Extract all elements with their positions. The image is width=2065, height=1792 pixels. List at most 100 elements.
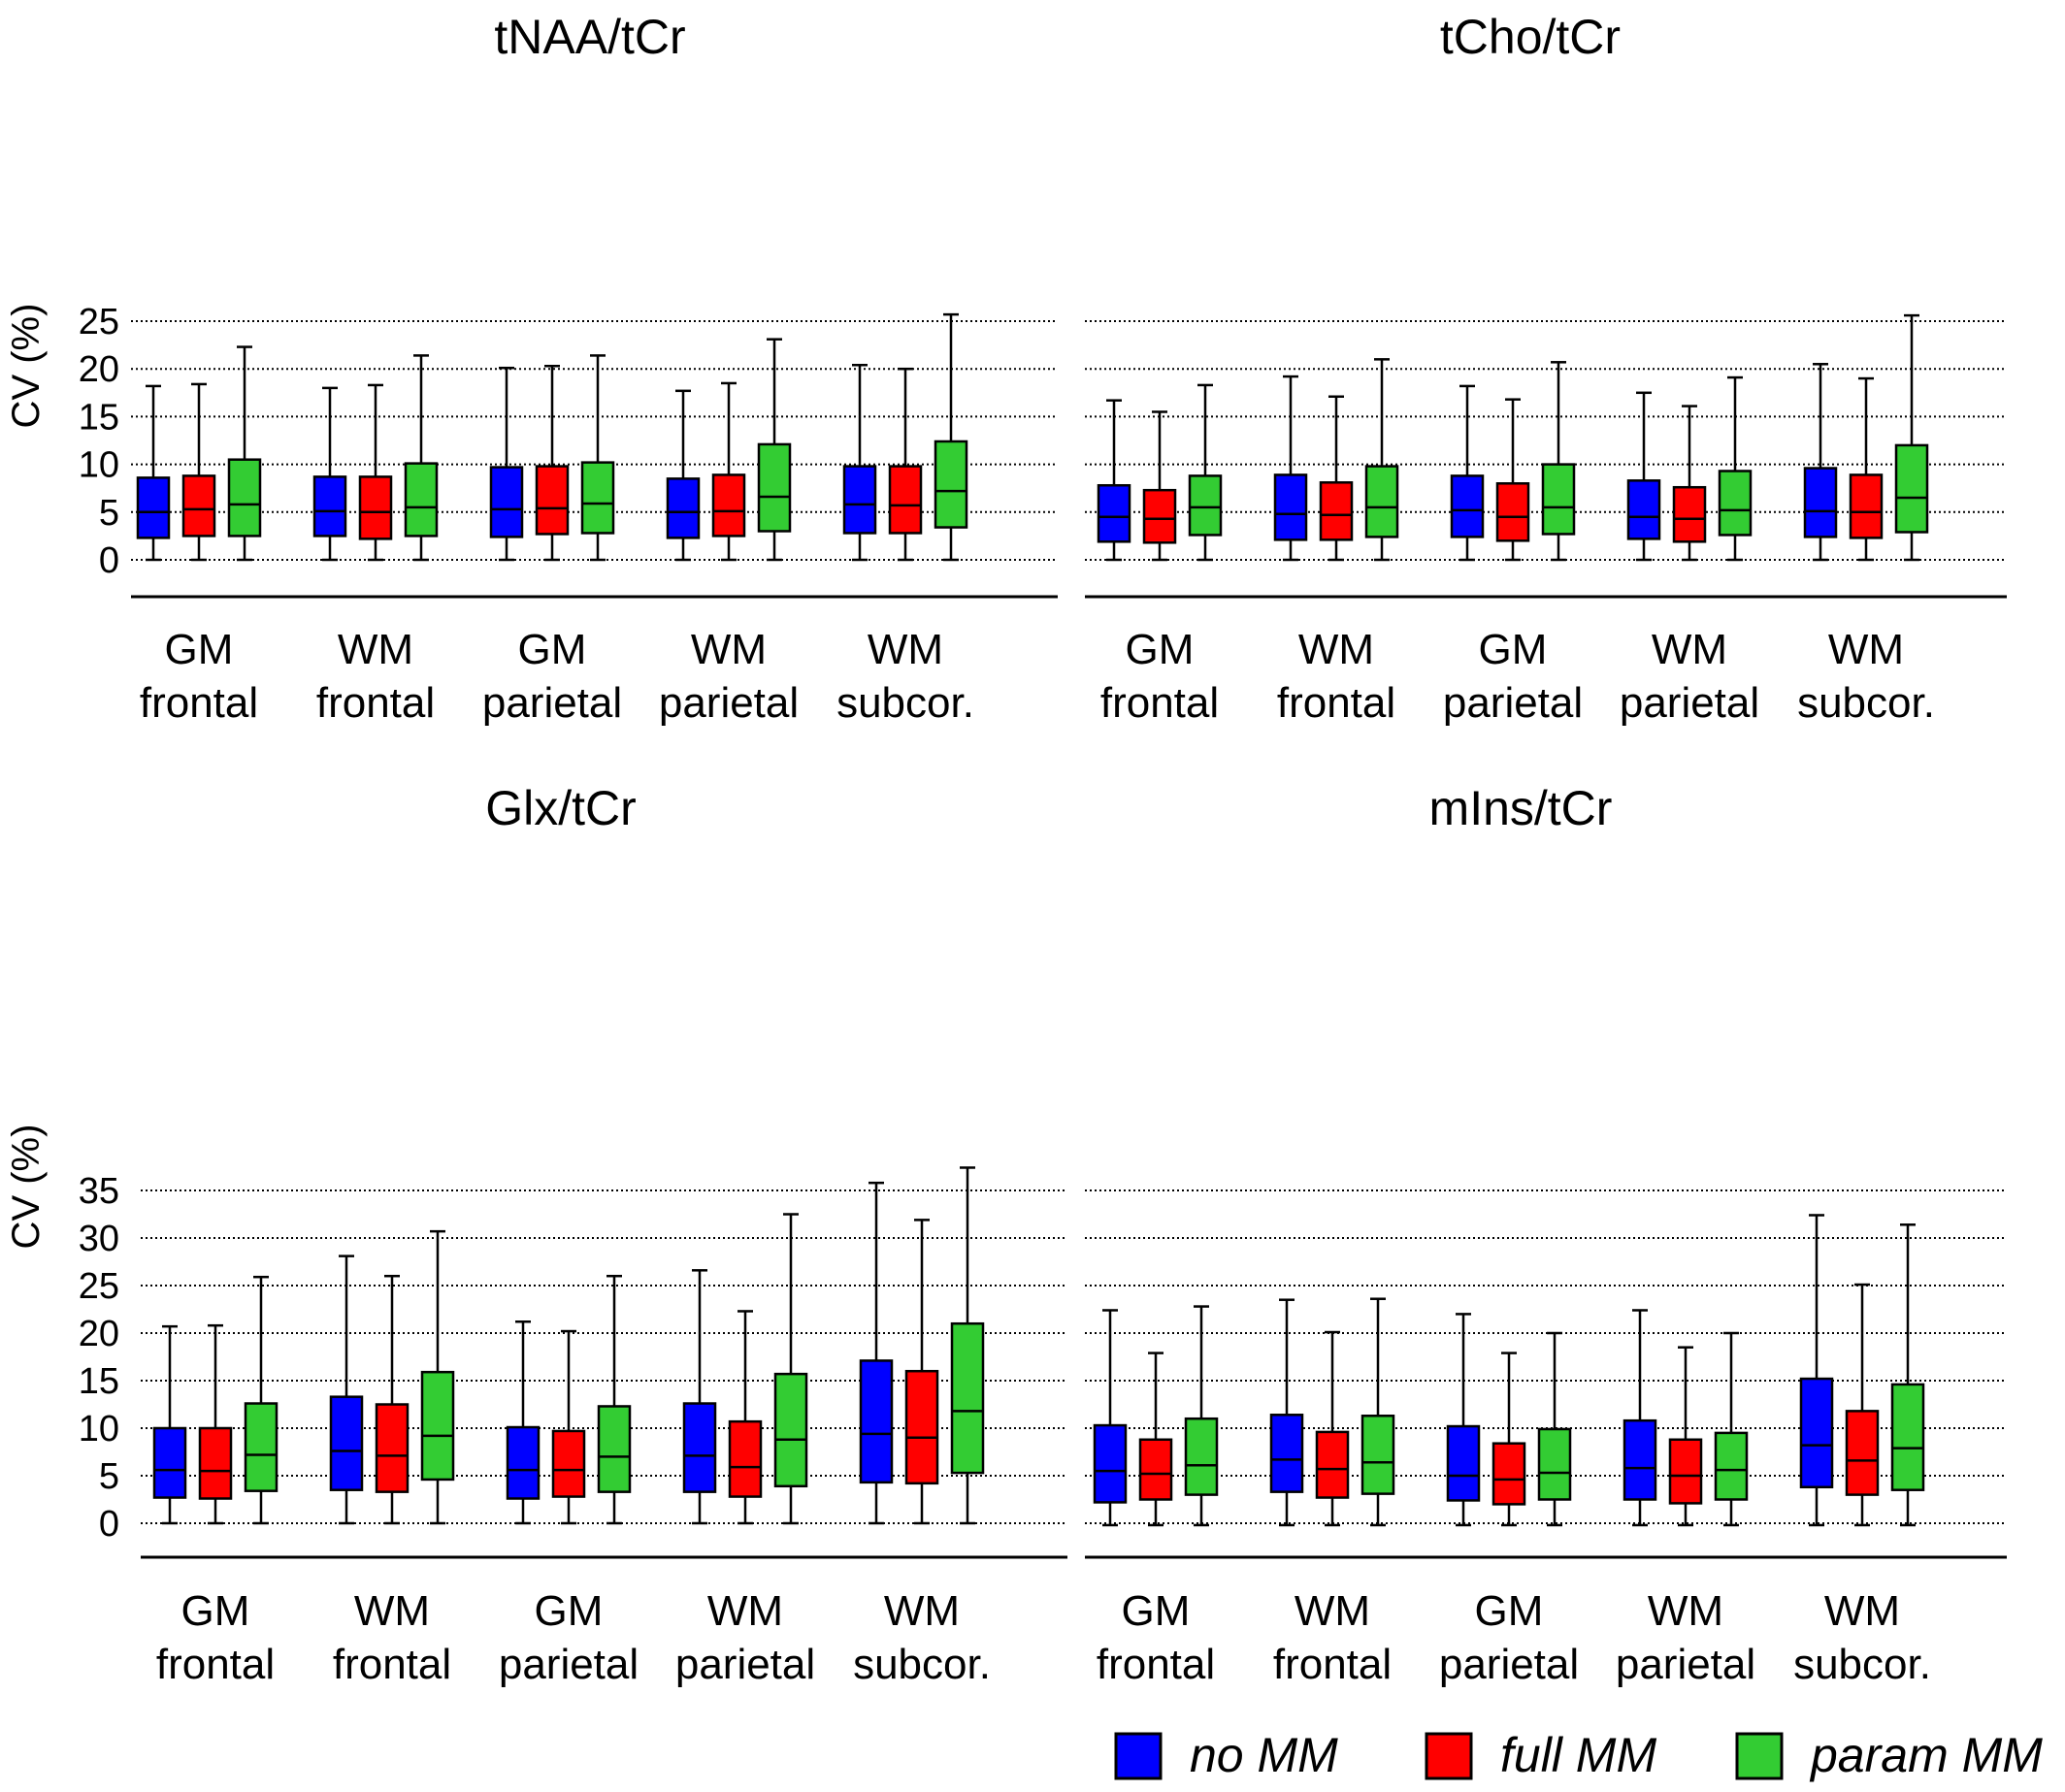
box-body: [1541, 463, 1576, 536]
y-tick-label: 0: [99, 540, 119, 581]
category-label: frontal: [1097, 1641, 1215, 1688]
box-param-mm: [1541, 361, 1576, 562]
box-no-mm: [842, 364, 877, 562]
category-label: WM: [884, 1587, 960, 1635]
box-no-mm: [1622, 1309, 1657, 1527]
box-body: [404, 462, 439, 538]
box-body: [1315, 1430, 1350, 1499]
box-no-mm: [1626, 391, 1661, 562]
chart-title: tCho/tCr: [1440, 10, 1621, 64]
box-body: [329, 1395, 364, 1491]
category-label: WM: [1824, 1587, 1900, 1635]
box-param-mm: [1714, 1331, 1749, 1527]
box-full-mm: [1845, 1283, 1880, 1527]
category-label: GM: [518, 626, 587, 673]
category-label: parietal: [1443, 679, 1583, 727]
category-label: parietal: [1439, 1641, 1579, 1688]
box-param-mm: [1537, 1331, 1572, 1527]
box-body: [181, 474, 216, 538]
category-label: frontal: [1277, 679, 1395, 727]
category-label: parietal: [675, 1641, 815, 1688]
box-body: [136, 476, 171, 539]
box-param-mm: [757, 338, 792, 562]
box-body: [227, 458, 262, 538]
y-axis-label: CV (%): [5, 1124, 48, 1250]
box-body: [506, 1425, 541, 1500]
box-full-mm: [1319, 395, 1354, 562]
y-tick-label: 20: [79, 1314, 119, 1354]
box-no-mm: [859, 1181, 894, 1525]
legend-item: param MM: [1735, 1728, 2043, 1782]
box-full-mm: [375, 1274, 410, 1525]
category-label: frontal: [333, 1641, 451, 1688]
box-body: [1269, 1414, 1304, 1493]
category-label: GM: [1475, 1587, 1544, 1635]
category-label: subcor.: [836, 679, 974, 727]
box-body: [1622, 1418, 1657, 1501]
category-label: WM: [1828, 626, 1904, 673]
box-body: [859, 1359, 894, 1484]
box-body: [1360, 1415, 1395, 1495]
y-tick-label: 5: [99, 493, 119, 534]
box-body: [682, 1402, 717, 1493]
box-body: [666, 477, 701, 539]
box-body: [842, 465, 877, 535]
box-body: [728, 1419, 763, 1498]
legend-label: no MM: [1190, 1728, 1338, 1782]
box-body: [904, 1369, 939, 1485]
box-full-mm: [1491, 1352, 1526, 1527]
box-body: [1364, 465, 1399, 538]
box-param-mm: [404, 354, 439, 562]
category-label: WM: [338, 626, 413, 673]
category-label: WM: [1298, 626, 1374, 673]
category-label: frontal: [156, 1641, 275, 1688]
legend-label: full MM: [1500, 1728, 1656, 1782]
box-no-mm: [489, 366, 524, 562]
y-tick-label: 15: [79, 1361, 119, 1402]
y-tick-label: 25: [79, 302, 119, 342]
box-body: [1668, 1438, 1703, 1505]
box-param-mm: [597, 1274, 632, 1525]
category-label: WM: [1652, 626, 1727, 673]
box-param-mm: [580, 354, 615, 562]
category-label: frontal: [1100, 679, 1219, 727]
category-label: WM: [1295, 1587, 1370, 1635]
box-body: [934, 440, 968, 529]
box-full-mm: [728, 1310, 763, 1525]
box-body: [1537, 1427, 1572, 1501]
box-no-mm: [1803, 363, 1838, 562]
box-body: [950, 1321, 985, 1475]
box-body: [888, 465, 923, 535]
box-body: [420, 1370, 455, 1482]
category-label: frontal: [140, 679, 258, 727]
category-label: parietal: [659, 679, 799, 727]
y-tick-label: 35: [79, 1171, 119, 1212]
category-label: GM: [1122, 1587, 1191, 1635]
box-full-mm: [1495, 398, 1530, 562]
box-no-mm: [1273, 375, 1308, 562]
box-body: [1799, 1377, 1834, 1489]
box-param-mm: [1188, 383, 1223, 562]
box-body: [597, 1405, 632, 1493]
category-label: subcor.: [1797, 679, 1935, 727]
category-label: GM: [165, 626, 234, 673]
category-label: parietal: [482, 679, 622, 727]
box-no-mm: [506, 1320, 541, 1525]
box-param-mm: [1890, 1223, 1925, 1527]
chart-title: Glx/tCr: [485, 781, 637, 835]
box-body: [1495, 482, 1530, 542]
category-label: WM: [707, 1587, 783, 1635]
category-label: WM: [354, 1587, 430, 1635]
box-body: [711, 473, 746, 538]
box-full-mm: [551, 1329, 586, 1525]
box-body: [1626, 479, 1661, 540]
box-full-mm: [711, 381, 746, 562]
chart-title: mIns/tCr: [1429, 781, 1613, 835]
box-no-mm: [1799, 1214, 1834, 1527]
box-body: [1319, 481, 1354, 541]
box-param-mm: [1364, 358, 1399, 562]
box-no-mm: [152, 1324, 187, 1525]
box-body: [1894, 443, 1929, 534]
category-label: GM: [181, 1587, 250, 1635]
